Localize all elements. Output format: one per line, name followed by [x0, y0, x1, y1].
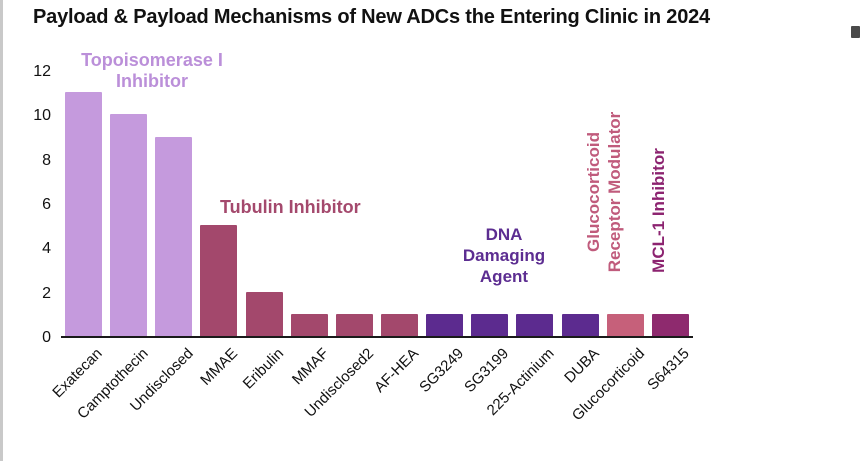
x-tick-cell: MMAE — [198, 341, 242, 459]
x-tick-label: S64315 — [644, 345, 693, 394]
x-tick-cell: SG3249 — [416, 341, 467, 459]
x-tick-label: MMAF — [288, 345, 332, 389]
x-tick-label: AF-HEA — [371, 345, 423, 396]
y-axis: 0 2 4 6 8 10 12 — [11, 0, 51, 461]
x-tick-cell: Undisclosed — [126, 341, 196, 459]
watermark-icon — [851, 26, 860, 38]
x-tick-cell: Undisclosed2 — [301, 341, 377, 459]
x-tick-label: SG3249 — [416, 345, 468, 396]
y-tick-label: 8 — [42, 151, 51, 169]
bar-exatecan — [65, 92, 102, 336]
y-tick-label: 4 — [42, 240, 51, 258]
bar-af-hea — [380, 313, 418, 336]
bar-sg3199 — [471, 313, 509, 336]
bar-camptothecin — [110, 114, 148, 336]
annotation-dna-damaging-agent: DNA Damaging Agent — [462, 225, 546, 286]
y-tick-label: 2 — [42, 284, 51, 302]
y-tick-label: 6 — [42, 196, 51, 213]
bar-duba — [561, 313, 599, 336]
x-tick-cell: S64315 — [644, 341, 693, 459]
chart-title: Payload & Payload Mechanisms of New ADCs… — [33, 6, 710, 28]
annotation-topoisomerase-inhibitor: Topoisomerase I Inhibitor — [81, 50, 223, 91]
annotation-tubulin-inhibitor: Tubulin Inhibitor — [220, 197, 361, 217]
x-tick-cell: 225-Actinium — [484, 341, 558, 459]
plot-area — [61, 72, 693, 338]
bar-glucocorticoid — [606, 313, 644, 336]
y-tick-label: 0 — [42, 329, 51, 346]
bar-s64315 — [651, 313, 689, 336]
annotation-mcl1-inhibitor: MCL-1 Inhibitor — [649, 148, 668, 273]
bar-sg3249 — [426, 313, 464, 336]
bar-eribulin — [245, 291, 283, 336]
x-tick-label: Eribulin — [239, 345, 287, 393]
bar-undisclosed — [155, 136, 193, 336]
x-tick-cell: Glucocorticoid — [568, 341, 647, 459]
bar-mmae — [200, 225, 238, 336]
x-tick-label: MMAE — [197, 345, 242, 389]
bar-225-actinium — [516, 313, 554, 336]
x-tick-cell: Eribulin — [239, 341, 286, 459]
annotation-glucocorticoid-receptor-modulator: Glucocorticoid Receptor Modulator — [584, 111, 624, 273]
bar-undisclosed2 — [335, 313, 373, 336]
x-tick-cell: AF-HEA — [371, 341, 422, 459]
y-tick-label: 10 — [33, 107, 51, 125]
x-tick-label: DUBA — [561, 345, 603, 387]
x-axis-labels: Exatecan Camptothecin Undisclosed MMAE Eribu… — [50, 341, 693, 459]
y-tick-label: 12 — [33, 63, 51, 80]
bar-mmaf — [290, 313, 328, 336]
